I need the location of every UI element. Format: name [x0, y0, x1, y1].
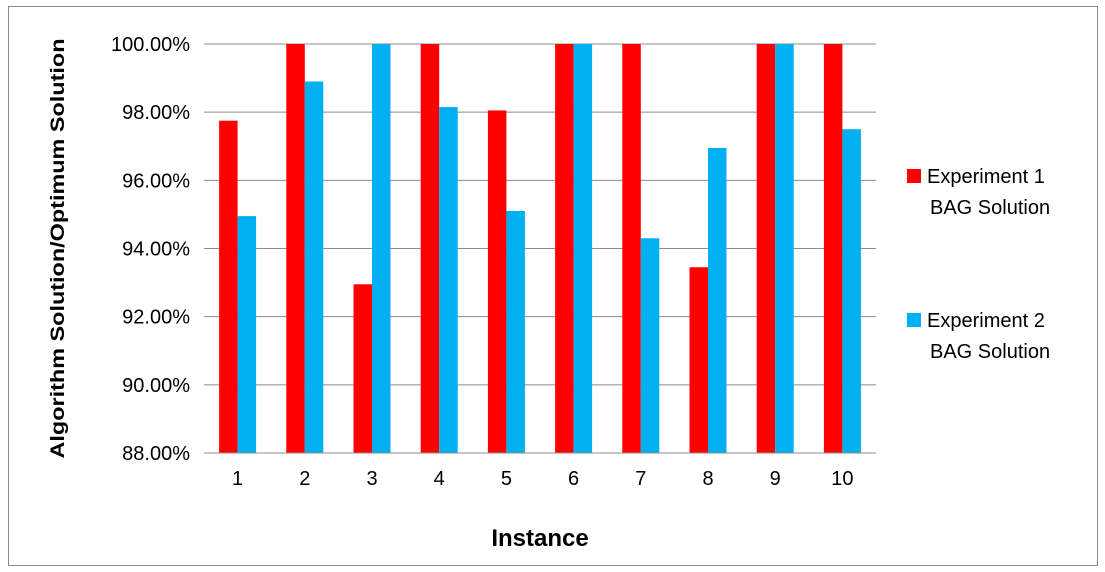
bar-series-2	[439, 107, 458, 453]
bar-series-2	[640, 238, 660, 453]
bar-series-1	[353, 284, 372, 453]
x-tick-label: 3	[366, 468, 377, 490]
bar-series-1	[286, 44, 305, 453]
bar-series-2	[372, 44, 391, 453]
legend-label-series-2: Experiment 2	[927, 310, 1045, 332]
x-tick-label: 10	[831, 468, 853, 490]
bar-series-2	[506, 211, 525, 453]
bar-series-2	[304, 81, 324, 453]
chart-frame: 88.00% 90.00% 92.00% 94.00% 96.00% 98.00% 100.…	[8, 6, 1098, 566]
bar-series-1	[823, 44, 843, 453]
y-axis-title: Algorithm Solution/Optimum Solution	[48, 39, 69, 459]
y-tick-label: 88.00%	[122, 443, 190, 465]
legend-label-series-2: BAG Solution	[930, 341, 1050, 363]
x-tick-label: 4	[434, 468, 445, 490]
x-axis-title: Instance	[491, 525, 588, 552]
bar-chart: 88.00% 90.00% 92.00% 94.00% 96.00% 98.00% 100.…	[48, 34, 1050, 552]
legend-swatch-series-2	[907, 313, 921, 327]
bar-series-2	[842, 129, 861, 453]
x-tick-label: 6	[568, 468, 579, 490]
y-tick-label: 100.00%	[111, 34, 190, 56]
bar-series-1	[622, 44, 641, 453]
bar-series-2	[708, 147, 727, 453]
bar-series-1	[689, 267, 708, 453]
bars	[219, 44, 861, 454]
y-tick-label: 90.00%	[122, 375, 190, 397]
y-tick-label: 94.00%	[122, 239, 190, 261]
x-tick-label: 2	[299, 468, 310, 490]
legend-label-series-1: Experiment 1	[927, 166, 1045, 188]
bar-series-1	[487, 110, 507, 454]
bar-series-1	[555, 44, 574, 453]
x-tick-label: 8	[702, 468, 713, 490]
legend: Experiment 1 BAG Solution Experiment 2 BAG …	[907, 166, 1050, 363]
x-tick-label: 7	[635, 468, 646, 490]
bar-series-1	[219, 120, 238, 453]
x-tick-label: 9	[770, 468, 781, 490]
y-axis-ticks: 88.00% 90.00% 92.00% 94.00% 96.00% 98.00% 100.…	[111, 34, 190, 465]
x-axis-ticks: 1 2 3 4 5 6 7 8 9 10	[232, 468, 853, 490]
bar-series-2	[573, 44, 593, 453]
legend-label-series-1: BAG Solution	[930, 197, 1050, 219]
y-tick-label: 98.00%	[122, 102, 190, 124]
legend-swatch-series-1	[907, 169, 921, 183]
bar-series-2	[775, 44, 794, 453]
x-tick-label: 5	[501, 468, 512, 490]
bar-series-1	[756, 44, 776, 453]
x-tick-label: 1	[232, 468, 243, 490]
bar-series-2	[237, 216, 257, 453]
bar-series-1	[420, 44, 440, 453]
y-tick-label: 96.00%	[122, 170, 190, 192]
y-tick-label: 92.00%	[122, 307, 190, 329]
